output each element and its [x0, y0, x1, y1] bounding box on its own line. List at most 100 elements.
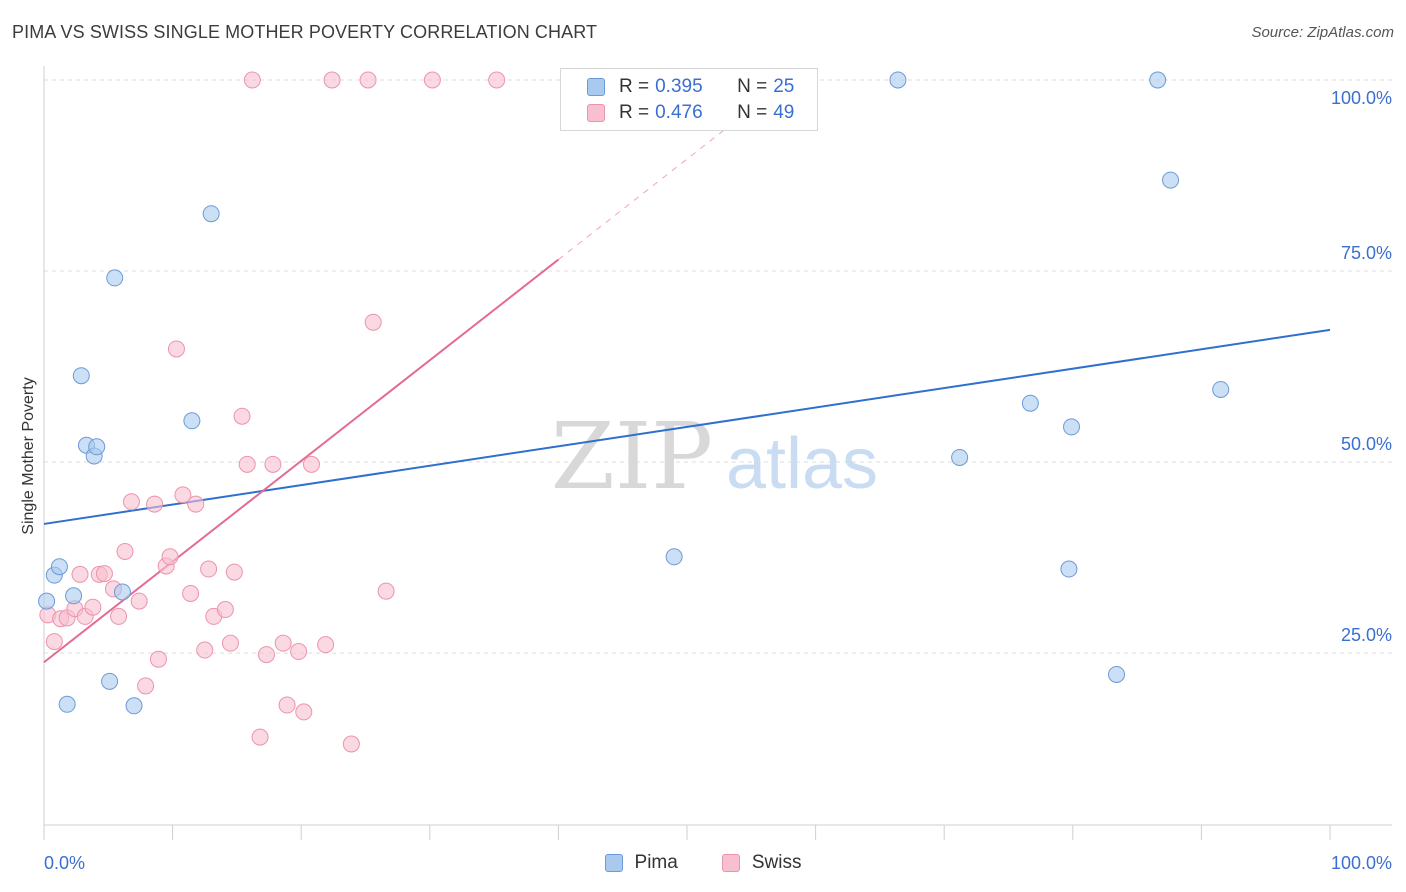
swiss-point-46 [377, 582, 395, 600]
swiss-point-39 [295, 703, 313, 721]
watermark-atlas: atlas [726, 424, 878, 504]
x-tick-label-100: 100.0% [1331, 853, 1392, 873]
tick-labels: 25.0% 50.0% 75.0% 100.0% 0.0% 100.0% [44, 88, 1392, 873]
swiss-trend-line [43, 258, 560, 664]
swiss-point-32 [243, 71, 261, 89]
swiss-point-7 [84, 598, 102, 616]
correlation-legend: R = 0.395 N = 25 R = 0.476 N = 49 [560, 68, 818, 131]
pima-point-9 [101, 672, 119, 690]
swiss-point-1 [45, 633, 63, 651]
legend-row-pima: R = 0.395 N = 25 [587, 75, 794, 99]
pima-point-24 [1212, 380, 1230, 398]
y-tick-label-75: 75.0% [1341, 243, 1392, 263]
legend-item-swiss[interactable]: Swiss [721, 852, 802, 874]
swiss-point-36 [274, 634, 292, 652]
swiss-point-42 [323, 71, 341, 89]
swiss-swatch [587, 104, 605, 122]
swiss-point-20 [167, 340, 185, 358]
swiss-point-29 [225, 563, 243, 581]
pima-swatch [587, 78, 605, 96]
swiss-point-17 [149, 650, 167, 668]
pima-point-18 [1021, 394, 1039, 412]
swiss-point-11 [110, 607, 128, 625]
watermark-zip: ZIP [551, 403, 713, 510]
chart-title: PIMA VS SWISS SINGLE MOTHER POVERTY CORR… [12, 22, 598, 42]
pima-point-3 [58, 695, 76, 713]
pima-point-11 [113, 583, 131, 601]
pima-point-14 [202, 205, 220, 223]
swiss-point-43 [342, 735, 360, 753]
axes [43, 66, 1392, 840]
y-tick-label-100: 100.0% [1331, 88, 1392, 108]
pima-point-22 [1149, 71, 1167, 89]
x-tick-label-0: 0.0% [44, 853, 85, 873]
swiss-legend-label: Swiss [751, 852, 802, 873]
swiss-point-34 [257, 646, 275, 664]
pima-point-13 [183, 412, 201, 430]
pima-legend-swatch [604, 854, 623, 872]
pima-point-19 [1063, 418, 1081, 436]
pima-r-label: R = [619, 76, 650, 97]
watermark: ZIP atlas [551, 403, 878, 510]
legend-item-pima[interactable]: Pima [604, 852, 678, 874]
y-tick-label-50: 50.0% [1341, 434, 1392, 454]
swiss-point-28 [221, 634, 239, 652]
y-axis-label: Single Mother Poverty [20, 377, 37, 535]
swiss-n-value: 49 [773, 102, 795, 123]
swiss-point-21 [174, 486, 192, 504]
pima-point-17 [951, 448, 969, 466]
gridlines [44, 79, 1392, 654]
pima-r-value: 0.395 [655, 76, 703, 97]
swiss-r-value: 0.476 [655, 102, 703, 123]
series-legend: Pima Swiss [0, 852, 1406, 874]
swiss-point-41 [317, 636, 335, 654]
swiss-trend-extension [558, 128, 726, 260]
pima-point-16 [889, 71, 907, 89]
swiss-point-31 [238, 455, 256, 473]
swiss-point-27 [216, 601, 234, 619]
swiss-r-label: R = [619, 102, 650, 123]
swiss-point-25 [200, 560, 218, 578]
swiss-point-33 [251, 728, 269, 746]
swiss-point-9 [95, 565, 113, 583]
pima-legend-label: Pima [634, 852, 678, 873]
pima-point-12 [125, 697, 143, 715]
trend-lines [43, 128, 1331, 664]
pima-point-10 [106, 269, 124, 287]
swiss-point-48 [488, 71, 506, 89]
pima-point-4 [65, 587, 83, 605]
swiss-point-14 [130, 592, 148, 610]
swiss-point-30 [233, 407, 251, 425]
swiss-point-19 [161, 548, 179, 566]
pima-point-5 [72, 367, 90, 385]
pima-n-value: 25 [773, 76, 795, 97]
y-tick-label-25: 25.0% [1341, 625, 1392, 645]
swiss-point-38 [290, 643, 308, 661]
swiss-point-13 [122, 493, 140, 511]
swiss-point-45 [364, 313, 382, 331]
pima-point-0 [38, 592, 56, 610]
swiss-point-23 [187, 495, 205, 513]
swiss-point-12 [116, 542, 134, 560]
pima-trend-line [43, 328, 1331, 525]
swiss-n-label: N = [737, 102, 768, 123]
pima-point-8 [88, 438, 106, 456]
swiss-point-35 [264, 455, 282, 473]
swiss-point-47 [423, 71, 441, 89]
swiss-point-16 [146, 495, 164, 513]
swiss-point-24 [196, 641, 214, 659]
swiss-legend-swatch [721, 854, 740, 872]
legend-row-swiss: R = 0.476 N = 49 [587, 101, 794, 125]
pima-point-21 [1108, 665, 1126, 683]
pima-point-23 [1162, 171, 1180, 189]
pima-point-20 [1060, 560, 1078, 578]
pima-point-2 [50, 558, 68, 576]
swiss-point-15 [137, 677, 155, 695]
swiss-point-37 [278, 696, 296, 714]
pima-point-15 [665, 548, 683, 566]
source-label: Source: ZipAtlas.com [1251, 24, 1394, 41]
swiss-point-22 [182, 584, 200, 602]
swiss-point-40 [302, 455, 320, 473]
swiss-point-5 [71, 565, 89, 583]
